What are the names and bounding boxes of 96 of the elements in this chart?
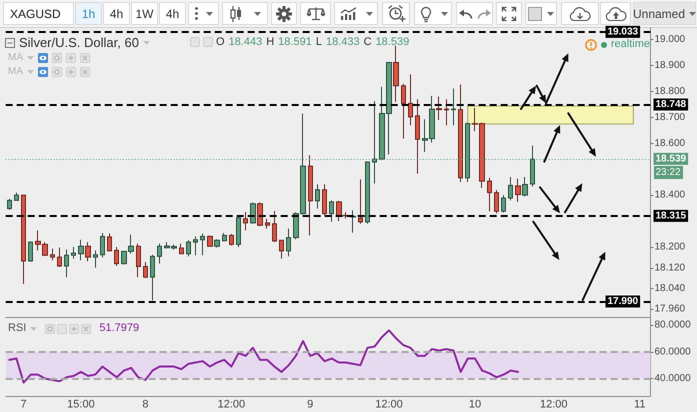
- annotation: realtime: [610, 38, 650, 51]
- candlestick: [501, 194, 506, 214]
- candlestick: [329, 200, 334, 222]
- ref-line-label: 18.748: [656, 98, 687, 110]
- x-tick-label: 12:00: [540, 398, 568, 410]
- text: 23:22: [654, 166, 683, 179]
- candlestick: [136, 243, 141, 278]
- ref-line-label: 19.033: [608, 26, 639, 38]
- candlestick: [214, 238, 220, 248]
- candlestick: [265, 218, 270, 230]
- candlestick: [336, 200, 342, 222]
- candlestick: [436, 96, 442, 121]
- candlestick: [157, 243, 162, 264]
- x-tick-label: 15:00: [67, 398, 95, 410]
- y-tick-label: 18.400: [654, 190, 686, 201]
- candlestick: [279, 239, 284, 260]
- x-tick-label: 8: [142, 398, 148, 410]
- y-tick-label: 18.900: [654, 60, 686, 72]
- candlestick: [272, 210, 277, 242]
- text: Unnamed: [632, 6, 686, 20]
- annotation: MA: [8, 52, 23, 64]
- candlestick: [236, 216, 241, 248]
- candlestick: [7, 198, 12, 210]
- y-tick-label: 18.200: [654, 242, 686, 253]
- candlestick: [229, 234, 234, 246]
- annotation: 51.7979: [99, 322, 140, 335]
- candlestick: [107, 233, 112, 252]
- candlestick: [50, 248, 55, 261]
- candlestick: [143, 262, 148, 279]
- text: Silver/U.S. Dollar, 60: [19, 35, 139, 50]
- candlestick: [315, 184, 320, 210]
- chart-title: RSI: [8, 322, 26, 335]
- text: 4h: [166, 6, 180, 20]
- y-tick-label: 18.800: [654, 86, 686, 97]
- candlestick: [393, 45, 399, 102]
- candlestick: [186, 240, 191, 257]
- text: 1W: [136, 6, 154, 20]
- candlestick: [257, 202, 263, 227]
- candlestick: [14, 192, 19, 202]
- candlestick: [451, 88, 456, 126]
- text: 1h: [82, 6, 96, 20]
- y-tick-label: 60.0000: [654, 346, 692, 358]
- candlestick: [494, 189, 499, 214]
- candlestick: [193, 236, 198, 256]
- candlestick: [78, 239, 84, 261]
- y-tick-label: 19.000: [654, 34, 686, 46]
- ref-line-label: 17.990: [608, 296, 639, 307]
- candlestick: [458, 84, 463, 182]
- x-tick-label: 7: [20, 398, 27, 410]
- candlestick: [179, 243, 184, 255]
- candlestick: [515, 178, 521, 202]
- x-tick-label: 12:00: [218, 398, 246, 410]
- y-tick-label: 17.960: [654, 304, 686, 315]
- candlestick: [200, 233, 205, 256]
- candlestick: [522, 176, 528, 197]
- y-tick-label: 18.040: [654, 282, 686, 294]
- x-tick-label: 9: [307, 398, 314, 410]
- candlestick: [85, 242, 91, 262]
- y-tick-label: 18.600: [654, 138, 686, 149]
- y-tick-label: 18.120: [654, 262, 686, 274]
- candlestick: [243, 212, 248, 231]
- candlestick: [207, 234, 213, 248]
- candlestick: [408, 74, 413, 126]
- text: XAGUSD: [10, 6, 61, 20]
- ref-line-label: 18.539: [656, 153, 687, 164]
- candlestick: [350, 210, 356, 234]
- candlestick: [100, 232, 105, 258]
- candlestick: [250, 202, 256, 224]
- candlestick: [71, 246, 76, 260]
- candlestick: [487, 177, 492, 212]
- candlestick: [28, 240, 33, 262]
- candlestick: [93, 250, 98, 268]
- candlestick: [322, 184, 327, 216]
- candlestick: [150, 254, 155, 301]
- x-tick-label: 11: [634, 398, 646, 410]
- candlestick: [57, 247, 62, 268]
- annotation: O 18.443 H 18.591 L 18.433 C 18.539: [216, 36, 410, 49]
- candlestick: [401, 83, 406, 140]
- candlestick: [308, 154, 313, 236]
- y-tick-label: 80.0000: [654, 320, 692, 331]
- candlestick: [114, 246, 119, 266]
- candlestick: [64, 249, 69, 278]
- candlestick: [286, 228, 291, 257]
- candlestick: [21, 194, 26, 284]
- x-tick-label: 10: [468, 398, 482, 410]
- candlestick: [444, 98, 449, 126]
- y-tick-label: 18.700: [654, 112, 686, 123]
- candlestick: [415, 98, 420, 174]
- text: 4h: [110, 6, 124, 20]
- candlestick: [358, 178, 363, 224]
- x-tick-label: 12:00: [375, 398, 403, 410]
- candlestick: [508, 176, 513, 201]
- candlestick: [222, 232, 227, 242]
- ref-line-label: 18.315: [656, 210, 687, 222]
- annotation: MA: [8, 66, 23, 78]
- y-tick-label: 40.0000: [654, 373, 692, 384]
